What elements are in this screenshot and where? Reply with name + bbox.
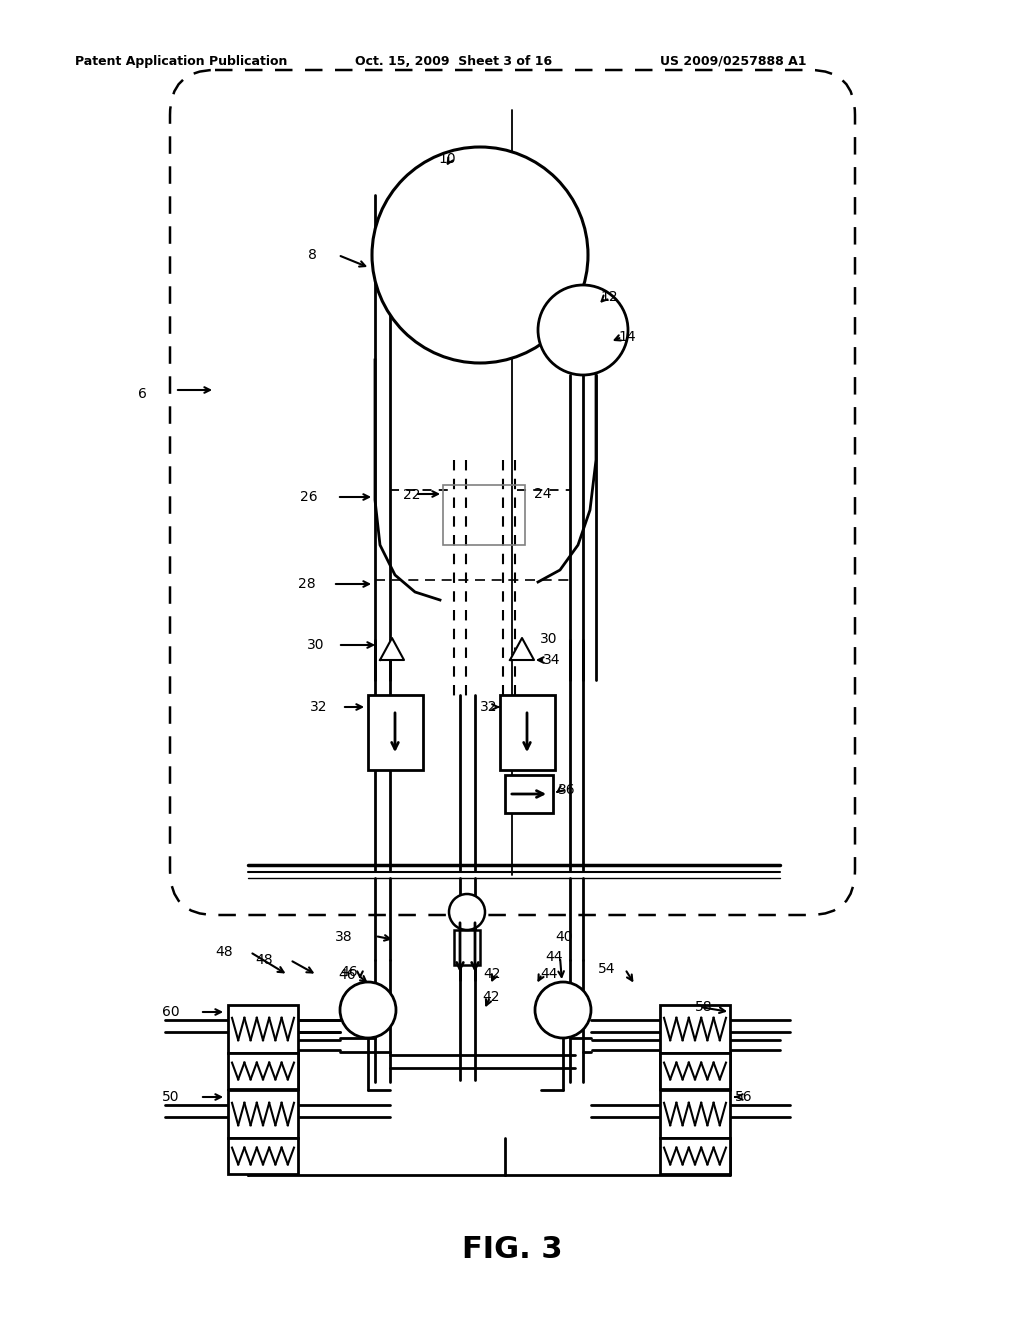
Text: 42: 42 <box>482 990 500 1005</box>
Bar <box>505 775 553 813</box>
Polygon shape <box>380 638 404 660</box>
Text: 30: 30 <box>540 632 557 645</box>
Bar <box>228 1138 298 1173</box>
Circle shape <box>340 982 396 1038</box>
Circle shape <box>535 982 591 1038</box>
Text: 46: 46 <box>340 965 357 979</box>
Text: 8: 8 <box>308 248 316 261</box>
Text: 58: 58 <box>695 1001 713 1014</box>
Text: 12: 12 <box>600 290 617 304</box>
Text: 60: 60 <box>162 1005 179 1019</box>
Text: 10: 10 <box>438 152 456 166</box>
Bar <box>454 931 480 965</box>
Text: 40: 40 <box>555 931 572 944</box>
Text: 50: 50 <box>162 1090 179 1104</box>
Text: 54: 54 <box>598 962 615 975</box>
Text: 46: 46 <box>338 968 355 982</box>
Text: Patent Application Publication: Patent Application Publication <box>75 55 288 69</box>
Text: FIG. 3: FIG. 3 <box>462 1236 562 1265</box>
Bar <box>660 1090 730 1138</box>
Text: US 2009/0257888 A1: US 2009/0257888 A1 <box>660 55 807 69</box>
Bar <box>443 484 525 545</box>
Bar <box>228 1090 298 1138</box>
Text: 32: 32 <box>310 700 328 714</box>
Text: 36: 36 <box>558 783 575 797</box>
Text: Oct. 15, 2009  Sheet 3 of 16: Oct. 15, 2009 Sheet 3 of 16 <box>355 55 552 69</box>
Text: 44: 44 <box>540 968 557 981</box>
Bar <box>500 696 555 770</box>
Text: 6: 6 <box>138 387 146 401</box>
Text: 56: 56 <box>735 1090 753 1104</box>
Text: 34: 34 <box>543 653 560 667</box>
Text: 14: 14 <box>618 330 636 345</box>
Polygon shape <box>510 638 534 660</box>
Circle shape <box>372 147 588 363</box>
Bar <box>228 1005 298 1053</box>
Text: 48: 48 <box>215 945 232 960</box>
Circle shape <box>538 285 628 375</box>
Text: 30: 30 <box>307 638 325 652</box>
Bar <box>660 1053 730 1089</box>
Text: 24: 24 <box>534 487 552 502</box>
Text: 26: 26 <box>300 490 317 504</box>
Circle shape <box>449 894 485 931</box>
Text: 32: 32 <box>480 700 498 714</box>
Bar <box>368 696 423 770</box>
Text: 42: 42 <box>483 968 501 981</box>
Bar <box>228 1053 298 1089</box>
Text: 22: 22 <box>403 488 421 502</box>
Text: 44: 44 <box>545 950 562 964</box>
Text: 48: 48 <box>255 953 272 968</box>
Bar <box>660 1005 730 1053</box>
Text: 28: 28 <box>298 577 315 591</box>
Bar <box>660 1138 730 1173</box>
Text: 38: 38 <box>335 931 352 944</box>
